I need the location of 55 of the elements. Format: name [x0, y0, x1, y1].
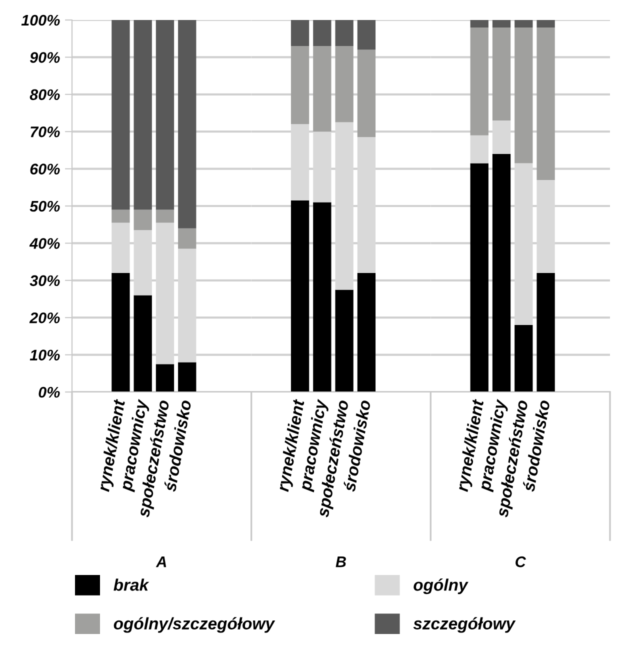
- bar: [134, 295, 152, 392]
- legend-label: szczegółowy: [413, 617, 516, 633]
- legend-label: brak: [114, 578, 150, 591]
- legend-label: ogólny: [414, 578, 468, 594]
- bar: [178, 20, 196, 228]
- bar: [470, 163, 488, 392]
- bar: [335, 46, 354, 122]
- x-axis-title: B: [336, 556, 346, 568]
- bar: [536, 27, 555, 180]
- y-tick-label: 30%: [30, 275, 60, 286]
- bar: [335, 20, 354, 46]
- y-tick-label: 0%: [38, 386, 60, 398]
- y-tick-label: 100%: [21, 14, 60, 26]
- bar: [156, 20, 174, 210]
- bar: [313, 46, 332, 132]
- x-axis-title: C: [516, 556, 526, 568]
- y-tick-label: 90%: [30, 52, 60, 63]
- bar: [178, 228, 196, 249]
- bar: [112, 272, 130, 392]
- y-tick-label: 50%: [30, 200, 60, 212]
- y-tick-label: 70%: [30, 126, 60, 138]
- bar: [470, 27, 488, 136]
- x-axis-title: A: [156, 556, 166, 568]
- bar: [492, 20, 511, 28]
- bar: [514, 27, 533, 164]
- bar: [357, 272, 376, 392]
- bar: [112, 210, 130, 223]
- bar: [470, 135, 488, 164]
- bar: [156, 364, 174, 392]
- y-tick-label: 80%: [30, 89, 60, 100]
- bar: [156, 210, 174, 223]
- bar: [514, 325, 533, 392]
- bar: [492, 154, 511, 392]
- bar: [313, 202, 332, 392]
- bar: [290, 20, 310, 46]
- bar: [290, 46, 310, 124]
- bar: [112, 20, 130, 210]
- y-tick-label: 20%: [29, 312, 60, 324]
- bar: [313, 20, 332, 46]
- bar: [134, 210, 152, 230]
- bar: [536, 20, 555, 28]
- y-tick-label: 60%: [30, 164, 60, 174]
- bar: [178, 362, 196, 392]
- bar: [492, 27, 511, 120]
- bar: [357, 50, 376, 138]
- legend-label: ogólny/szczegółowy: [114, 617, 276, 633]
- y-tick-label: 10%: [30, 350, 60, 360]
- bar: [335, 290, 354, 392]
- bar: [290, 200, 310, 392]
- bar: [134, 20, 152, 210]
- y-tick-label: 40%: [29, 238, 60, 249]
- bar: [470, 20, 488, 28]
- bar: [357, 20, 376, 50]
- bar: [536, 272, 555, 392]
- bar: [514, 20, 533, 28]
